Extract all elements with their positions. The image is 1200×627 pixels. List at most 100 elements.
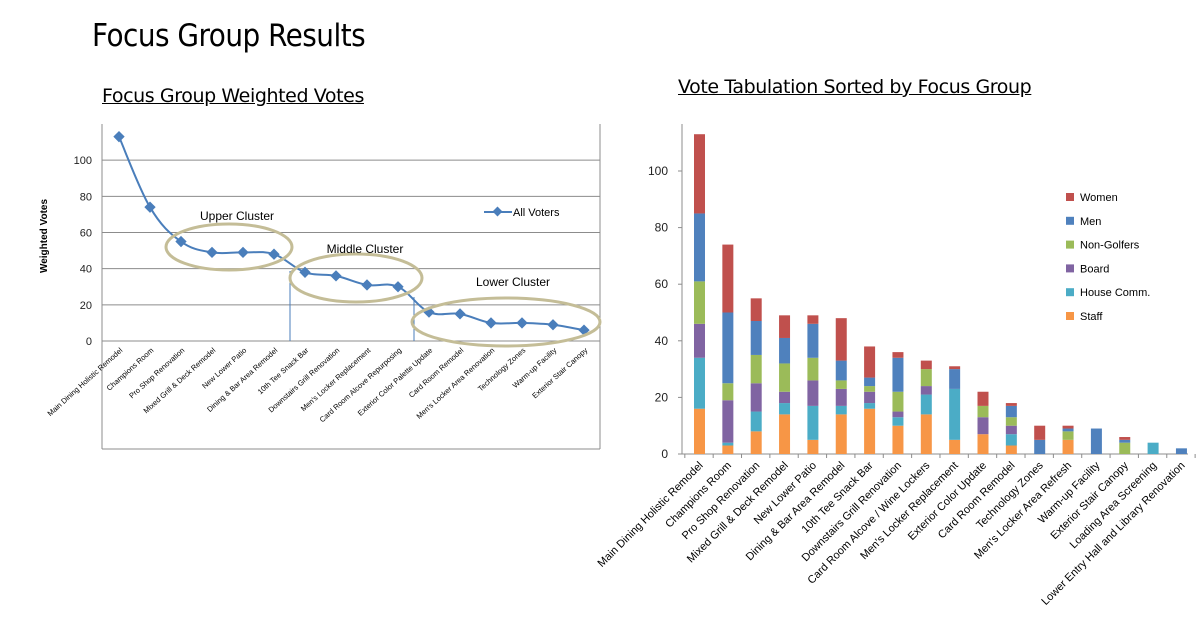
bar-segment-board — [1005, 425, 1017, 435]
x-tick-label: Exterior Stair Canopy — [530, 346, 589, 401]
bar-segment-non-golfers — [1062, 431, 1074, 440]
y-tick-label: 100 — [74, 155, 92, 167]
bar-segment-non-golfers — [920, 369, 932, 387]
data-point — [237, 246, 249, 259]
bar-segment-board — [977, 417, 989, 435]
bar-segment-board — [694, 323, 705, 358]
bar-segment-men — [694, 213, 705, 282]
bar-segment-board — [864, 391, 876, 404]
bar-segment-staff — [892, 425, 904, 454]
legend-marker — [492, 206, 503, 217]
series-line-all-voters — [118, 136, 585, 332]
cluster-label: Middle Cluster — [327, 242, 404, 256]
y-axis-label: Weighted Votes — [39, 199, 50, 274]
cluster-ellipse — [410, 296, 602, 348]
data-point — [175, 235, 187, 248]
bar-segment-board — [835, 388, 847, 406]
data-point — [454, 308, 466, 320]
legend-swatch — [1066, 264, 1074, 273]
bar-segment-house-comm — [920, 394, 932, 415]
bar-segment-women — [694, 134, 705, 214]
bar-segment-board — [807, 380, 819, 406]
legend-label: All Voters — [513, 207, 560, 219]
bar-segment-non-golfers — [807, 357, 819, 381]
legend-label: House Comm. — [1080, 287, 1150, 299]
bar-segment-men — [1062, 428, 1074, 432]
bar-segment-non-golfers — [1005, 417, 1017, 426]
cluster-ellipse — [288, 252, 424, 304]
bar-segment-staff — [779, 414, 791, 454]
bar-segment-house-comm — [1005, 434, 1017, 446]
bar-segment-men — [1119, 439, 1131, 443]
bar-segment-women — [1005, 403, 1017, 406]
legend-swatch — [1066, 288, 1074, 297]
bar-segment-women — [1034, 425, 1046, 440]
bar-segment-non-golfers — [892, 391, 904, 412]
y-tick-label: 20 — [80, 300, 92, 312]
bar-segment-house-comm — [807, 405, 819, 440]
data-point — [144, 201, 156, 213]
y-tick-label: 80 — [80, 191, 92, 203]
bar-segment-men — [949, 369, 961, 389]
bar-segment-men — [864, 377, 876, 387]
cluster-label: Upper Cluster — [200, 209, 274, 223]
bar-segment-non-golfers — [694, 281, 705, 324]
bar-segment-board — [920, 386, 932, 395]
bar-segment-men — [1034, 439, 1046, 454]
bar-segment-men — [750, 320, 762, 355]
bar-segment-board — [722, 400, 734, 443]
legend-swatch — [1066, 240, 1074, 249]
legend-swatch — [1066, 216, 1074, 225]
bar-segment-staff — [1005, 445, 1017, 454]
data-point — [206, 246, 218, 259]
legend-label: Women — [1080, 192, 1118, 204]
page-title: Focus Group Results — [92, 18, 366, 54]
y-tick-label: 80 — [655, 221, 669, 235]
bar-segment-men — [1005, 405, 1017, 418]
data-point — [299, 266, 311, 278]
data-point — [516, 317, 528, 329]
bar-segment-men — [807, 323, 819, 358]
bar-segment-house-comm — [750, 411, 762, 432]
bar-segment-house-comm — [864, 403, 876, 409]
bar-segment-house-comm — [694, 357, 705, 409]
bar-segment-men — [722, 312, 734, 384]
y-tick-label: 0 — [86, 336, 92, 348]
bar-segment-staff — [1062, 439, 1074, 454]
bar-segment-men — [835, 360, 847, 381]
bar-segment-women — [864, 346, 876, 378]
bar-segment-women — [722, 244, 734, 313]
bar-segment-house-comm — [835, 405, 847, 415]
bar-segment-non-golfers — [722, 383, 734, 401]
y-tick-label: 60 — [80, 228, 92, 240]
bar-segment-board — [779, 391, 791, 404]
legend-label: Board — [1080, 263, 1109, 275]
cluster-label: Lower Cluster — [476, 275, 550, 289]
data-point — [485, 317, 497, 329]
bar-segment-women — [835, 318, 847, 361]
bar-segment-house-comm — [892, 417, 904, 426]
data-point — [361, 279, 373, 291]
bar-segment-women — [1119, 437, 1131, 440]
y-tick-label: 100 — [648, 164, 668, 178]
bar-segment-women — [920, 360, 932, 370]
bar-segment-women — [750, 298, 762, 321]
bar-segment-non-golfers — [750, 354, 762, 384]
data-point — [113, 131, 125, 143]
bar-segment-staff — [750, 431, 762, 454]
y-tick-label: 60 — [655, 277, 669, 291]
bar-segment-staff — [807, 439, 819, 454]
bar-segment-staff — [694, 408, 705, 454]
legend-label: Men — [1080, 216, 1101, 228]
y-tick-label: 0 — [661, 447, 668, 461]
bar-segment-house-comm — [949, 388, 961, 440]
data-point — [392, 281, 404, 293]
bar-segment-women — [779, 315, 791, 338]
bar-segment-staff — [949, 439, 961, 454]
bar-segment-women — [949, 366, 961, 370]
bar-segment-women — [807, 315, 819, 324]
data-point — [268, 248, 280, 260]
bar-segment-women — [892, 352, 904, 358]
bar-segment-men — [892, 357, 904, 392]
y-tick-label: 20 — [655, 390, 669, 404]
